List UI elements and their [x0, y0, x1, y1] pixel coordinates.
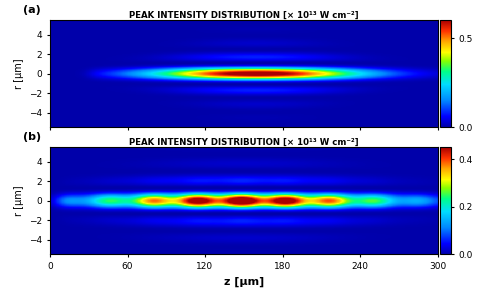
Y-axis label: r [µm]: r [µm]: [14, 58, 24, 89]
Title: PEAK INTENSITY DISTRIBUTION [× 10¹³ W cm⁻²]: PEAK INTENSITY DISTRIBUTION [× 10¹³ W cm…: [129, 138, 358, 147]
X-axis label: z [µm]: z [µm]: [224, 277, 264, 287]
Y-axis label: r [µm]: r [µm]: [14, 186, 24, 216]
Text: (b): (b): [23, 132, 41, 142]
Text: (a): (a): [23, 5, 40, 15]
Title: PEAK INTENSITY DISTRIBUTION [× 10¹³ W cm⁻²]: PEAK INTENSITY DISTRIBUTION [× 10¹³ W cm…: [129, 10, 358, 19]
